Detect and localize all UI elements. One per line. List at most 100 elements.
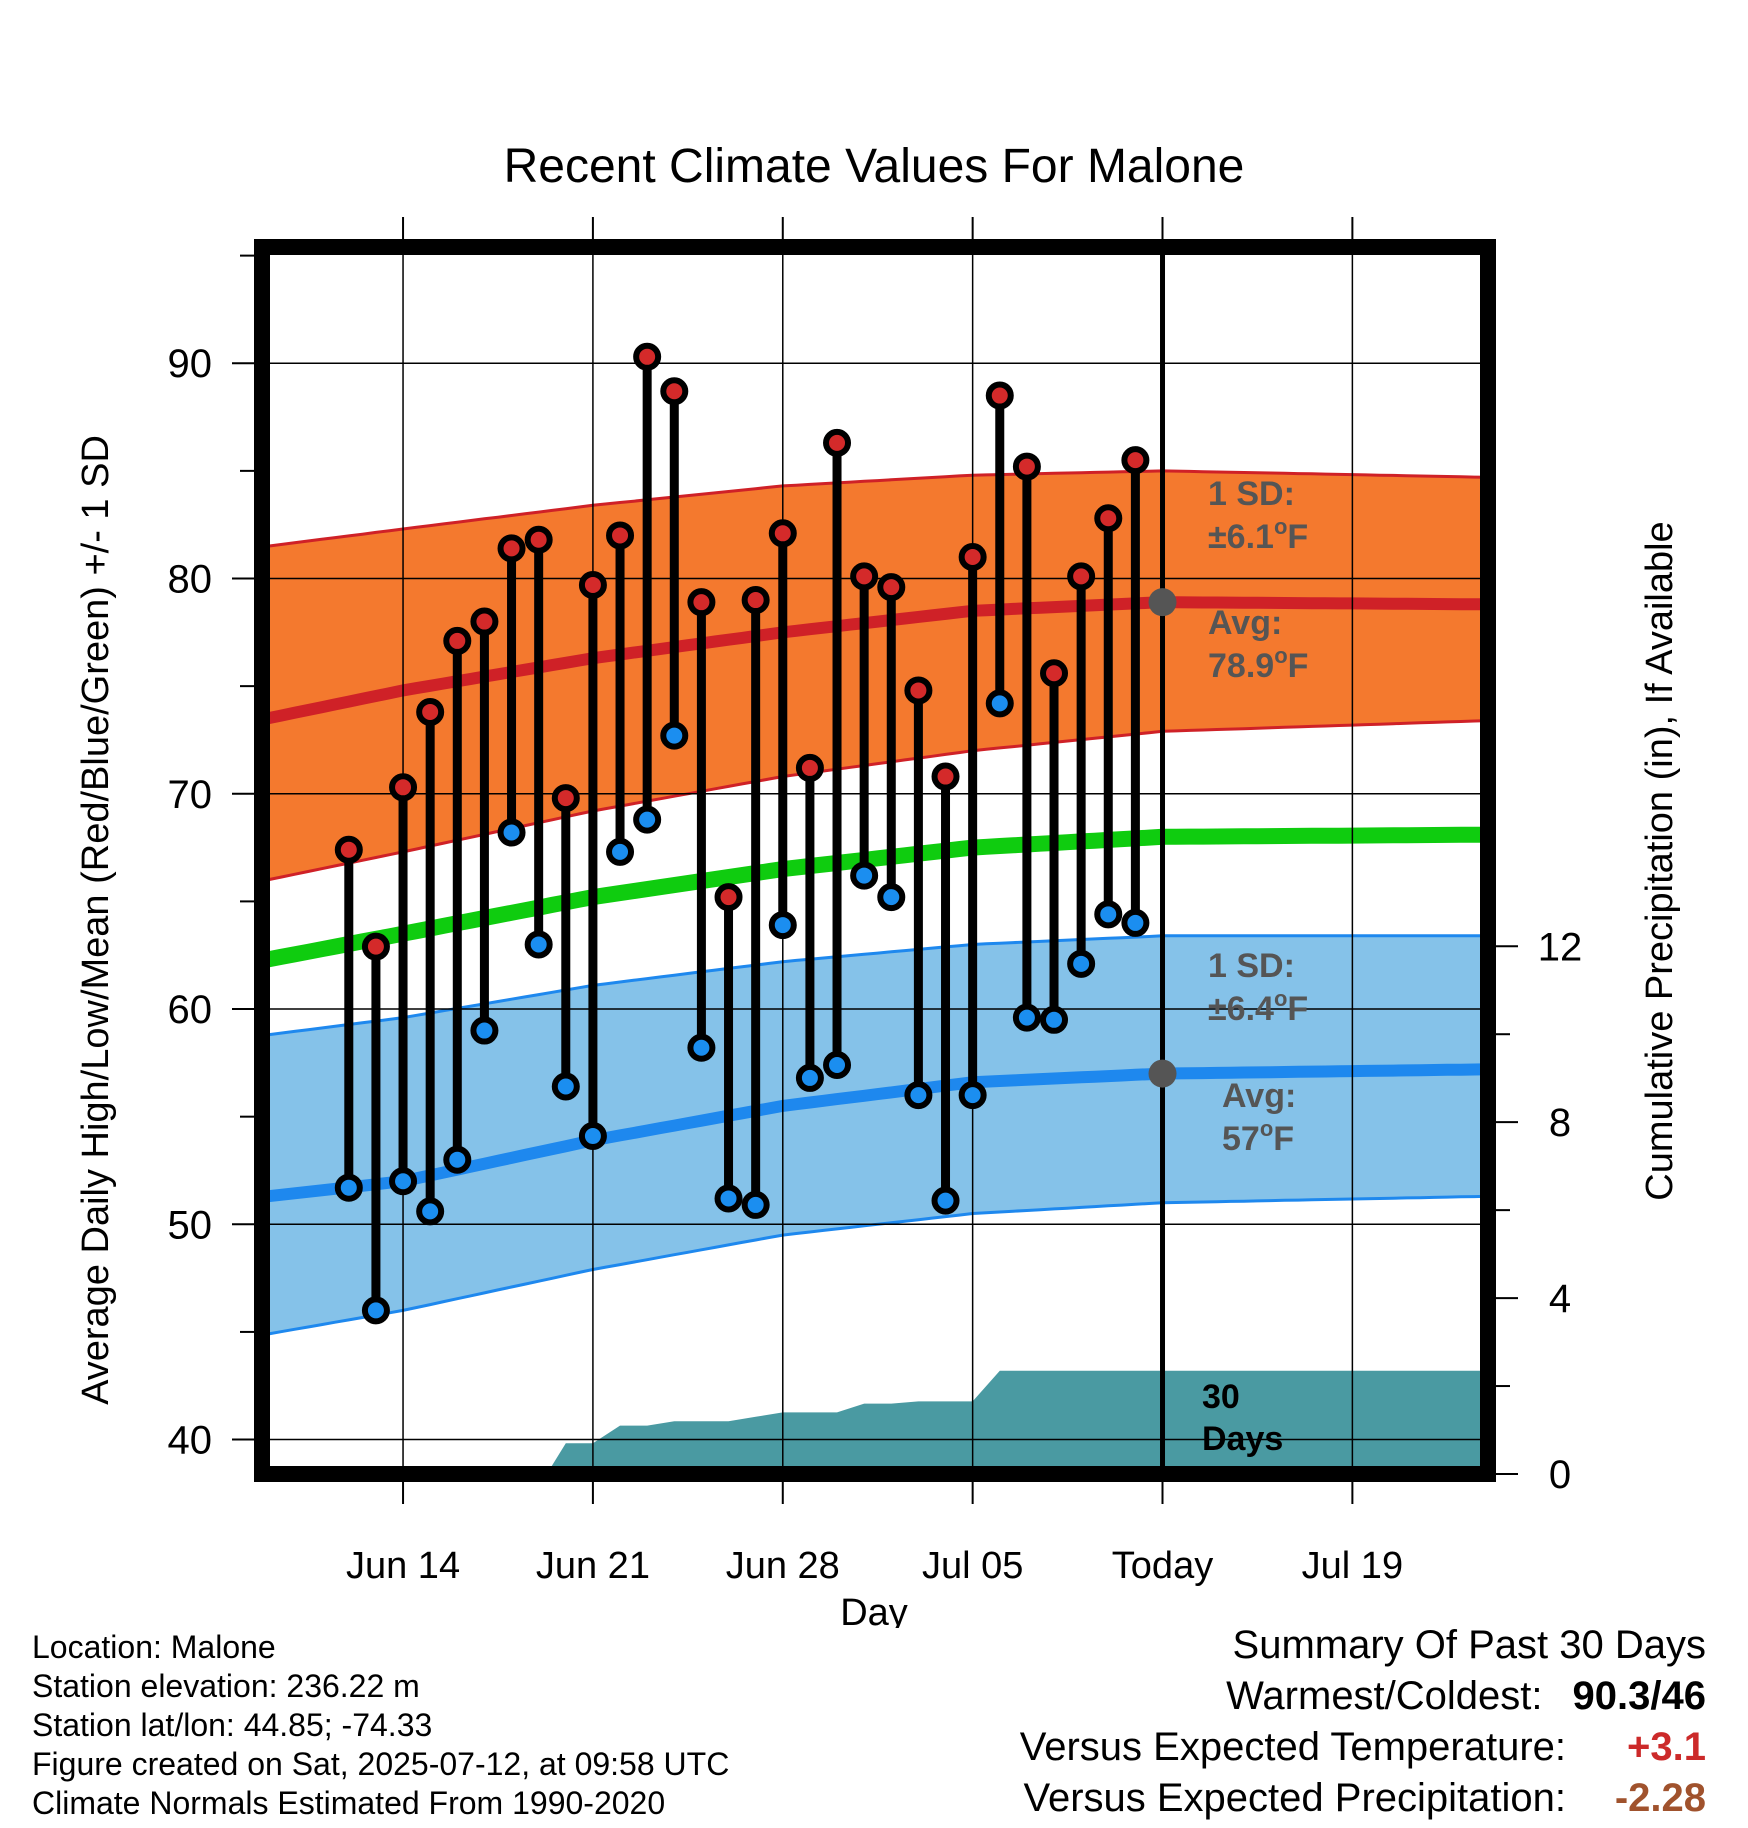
station-info: Location: Malone Station elevation: 236.… xyxy=(32,1628,729,1823)
daily-high-point xyxy=(1121,446,1150,475)
y-axis-label-right: Cumulative Precipitation (in), If Availa… xyxy=(1639,521,1681,1200)
low-avg-value: 57oF xyxy=(1222,1116,1294,1158)
daily-high-point xyxy=(958,542,987,571)
degree-sign: o xyxy=(1274,986,1287,1011)
daily-high-point xyxy=(443,626,472,655)
daily-high-point xyxy=(416,697,445,726)
x-axis-label: Day xyxy=(840,1592,908,1628)
daily-low-point xyxy=(497,818,526,847)
daily-low-point xyxy=(1121,908,1150,937)
low-avg-value-number: 57 xyxy=(1222,1120,1260,1158)
daily-high-point xyxy=(741,586,770,615)
created-text: Figure created on Sat, 2025-07-12, at 09… xyxy=(32,1746,730,1782)
warmest-coldest-row: Warmest/Coldest: 90.3/46 xyxy=(1020,1671,1706,1722)
daily-low-point xyxy=(823,1051,852,1079)
y-tick-label-left: 70 xyxy=(168,773,213,817)
daily-low-point xyxy=(470,1016,499,1045)
daily-low-point xyxy=(361,1296,390,1325)
daily-low-point xyxy=(524,930,553,959)
daily-high-point xyxy=(904,676,933,705)
high-avg-label: Avg: xyxy=(1208,604,1282,642)
daily-low-point xyxy=(985,689,1014,718)
warmest-coldest-label: Warmest/Coldest: xyxy=(1226,1674,1543,1718)
precip-days-label-line1: 30 xyxy=(1202,1378,1240,1416)
y-axis-label-left: Average Daily High/Low/Mean (Red/Blue/Gr… xyxy=(75,435,117,1405)
normal-high-line xyxy=(266,596,1489,725)
plot-frame xyxy=(254,239,1496,1482)
y-tick-label-left: 60 xyxy=(168,988,213,1032)
y-tick-label-left: 40 xyxy=(168,1419,213,1463)
x-tick-label: Jun 14 xyxy=(346,1545,460,1587)
daily-low-point xyxy=(1094,900,1123,929)
daily-high-point xyxy=(823,428,852,457)
warmest-coldest-value: 90.3/46 xyxy=(1572,1674,1706,1718)
low-sd-value-number: ±6.4 xyxy=(1208,990,1274,1028)
summary-title: Summary Of Past 30 Days xyxy=(1232,1623,1706,1667)
temperature-departure-label: Versus Expected Temperature: xyxy=(1019,1725,1566,1769)
x-tick-label: Jun 21 xyxy=(536,1545,650,1587)
daily-high-point xyxy=(361,932,390,961)
y-tick-label-right: 8 xyxy=(1549,1101,1571,1145)
precip-days-label-line2: Days xyxy=(1202,1420,1283,1458)
y-tick-label-left: 50 xyxy=(168,1203,213,1247)
daily-high-point xyxy=(334,835,363,864)
today-low-avg-marker xyxy=(1148,1059,1177,1088)
high-sd-label: 1 SD: xyxy=(1208,475,1295,513)
x-tick-label: Jul 19 xyxy=(1302,1545,1403,1587)
daily-high-point xyxy=(768,519,797,548)
degree-sign: o xyxy=(1260,1116,1273,1141)
daily-low-point xyxy=(1040,1005,1069,1034)
chart-title: Recent Climate Values For Malone xyxy=(504,140,1245,193)
daily-low-point xyxy=(904,1081,933,1110)
normals-text: Climate Normals Estimated From 1990-2020 xyxy=(32,1785,666,1821)
daily-high-point xyxy=(985,381,1014,410)
daily-high-point xyxy=(606,521,635,550)
daily-low-point xyxy=(416,1197,445,1226)
daily-high-point xyxy=(795,753,824,782)
daily-low-point xyxy=(741,1190,770,1219)
y-tick-label-right: 4 xyxy=(1549,1277,1571,1321)
daily-low-point xyxy=(660,721,689,750)
daily-low-point xyxy=(334,1173,363,1202)
daily-low-point xyxy=(633,805,662,834)
daily-high-point xyxy=(524,525,553,554)
x-tick-label: Jun 28 xyxy=(726,1545,840,1587)
high-sd-value: ±6.1oF xyxy=(1208,514,1308,556)
high-sd-upper-edge xyxy=(267,469,1489,548)
high-avg-value-number: 78.9 xyxy=(1208,647,1274,685)
daily-low-point xyxy=(958,1081,987,1110)
high-avg-value: 78.9oF xyxy=(1208,643,1308,685)
summary-panel: Summary Of Past 30 Days Warmest/Coldest:… xyxy=(1020,1620,1706,1824)
low-sd-upper-edge xyxy=(267,934,1488,1037)
low-sd-band xyxy=(267,935,1488,1335)
degree-sign: o xyxy=(1274,643,1287,668)
temp-unit: F xyxy=(1287,990,1308,1028)
latlon-text: Station lat/lon: 44.85; -74.33 xyxy=(32,1707,433,1743)
daily-low-point xyxy=(1012,1003,1041,1032)
daily-low-point xyxy=(606,837,635,866)
daily-high-point xyxy=(660,377,689,406)
daily-low-point xyxy=(687,1033,716,1062)
high-sd-value-number: ±6.1 xyxy=(1208,518,1274,556)
daily-low-point xyxy=(931,1186,960,1215)
climate-chart: Recent Climate Values For Malone Day Ave… xyxy=(75,140,1681,1628)
precipitation-departure-value: -2.28 xyxy=(1614,1776,1706,1820)
daily-low-point xyxy=(714,1184,743,1213)
daily-low-point xyxy=(1067,949,1096,978)
daily-high-point xyxy=(578,570,607,599)
degree-sign: o xyxy=(1274,514,1287,539)
daily-high-point xyxy=(850,562,879,591)
daily-low-point xyxy=(795,1063,824,1092)
daily-low-point xyxy=(877,883,906,912)
high-sd-lower-edge xyxy=(267,719,1489,882)
normal-low-line xyxy=(266,1063,1489,1203)
x-tick-label: Today xyxy=(1112,1545,1213,1587)
daily-low-point xyxy=(850,861,879,890)
daily-high-point xyxy=(497,534,526,563)
daily-high-point xyxy=(1094,504,1123,533)
daily-high-point xyxy=(714,883,743,912)
normal-mean-line xyxy=(265,826,1489,968)
temp-unit: F xyxy=(1273,1120,1294,1158)
daily-high-point xyxy=(633,342,662,371)
precipitation-area xyxy=(546,1370,1488,1474)
